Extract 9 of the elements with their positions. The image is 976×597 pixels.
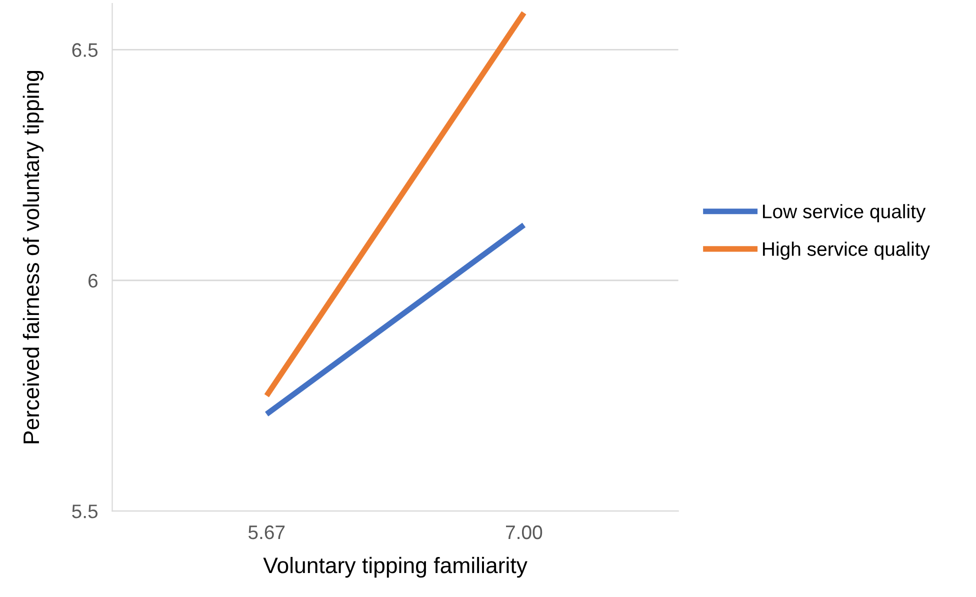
y-tick-label: 6.5 <box>72 43 98 57</box>
y-axis-title: Perceived fairness of voluntary tipping <box>22 70 44 444</box>
x-axis-title: Voluntary tipping familiarity <box>263 556 528 578</box>
x-tick-label: 7.00 <box>506 525 542 540</box>
legend-label: Low service quality <box>763 204 926 222</box>
legend-label: High service quality <box>763 242 930 260</box>
y-tick-label: 5.5 <box>72 504 98 518</box>
x-tick-label: 5.67 <box>248 525 285 540</box>
y-tick-label: 6 <box>88 274 98 288</box>
